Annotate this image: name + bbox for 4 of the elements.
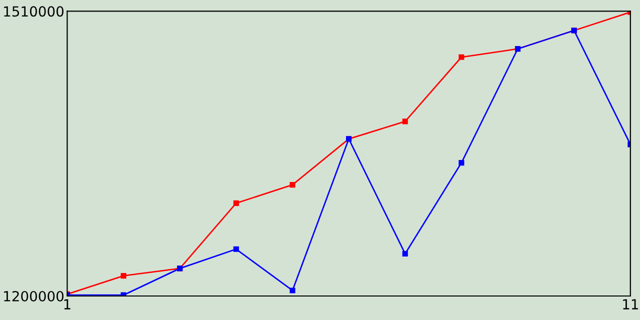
y-tick-label: 1200000 bbox=[4, 290, 64, 302]
y-tick-label: 1510000 bbox=[4, 6, 64, 17]
x-tick-label: 11 bbox=[623, 299, 638, 310]
x-tick-label: 1 bbox=[64, 299, 70, 310]
